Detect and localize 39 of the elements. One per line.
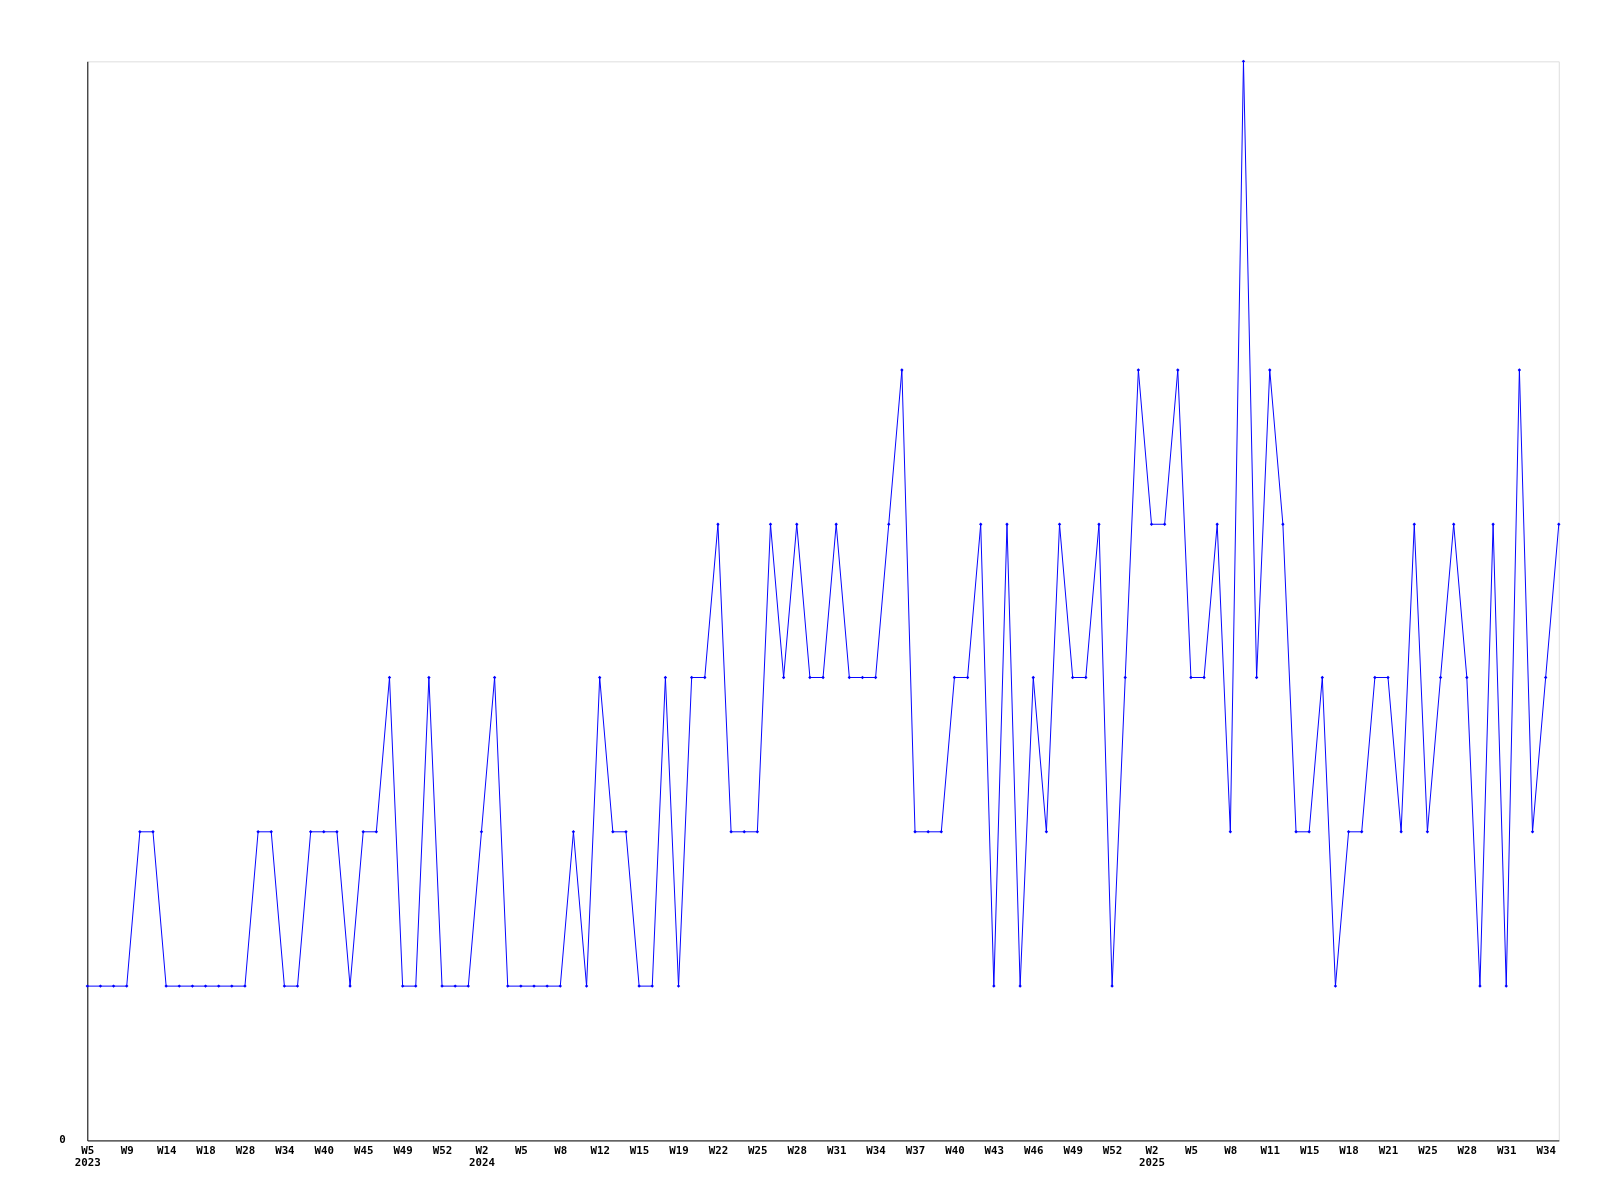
x-tick-label: W15 [1299, 1143, 1320, 1157]
x-tick-label: W34 [866, 1143, 886, 1157]
x-tick-label: W34 [275, 1143, 295, 1157]
x-tick-label: W8 [1224, 1143, 1238, 1157]
x-tick-label: W40 [945, 1143, 965, 1157]
x-tick-label: W21 [1378, 1143, 1399, 1157]
x-tick-label: W12 [590, 1143, 610, 1157]
x-tick-label: W40 [314, 1143, 335, 1157]
x-tick-label: W22 [708, 1143, 729, 1157]
x-tick-label: W14 [156, 1143, 177, 1157]
x-tick-label: W52 [432, 1143, 453, 1157]
x-tick-label: W11 [1260, 1143, 1280, 1157]
x-tick-label: W45 [353, 1143, 374, 1157]
x-tick-label: W18 [196, 1143, 216, 1157]
x-tick-label: W28 [235, 1143, 256, 1157]
x-tick-label: W37 [905, 1143, 926, 1157]
x-tick-label: W28 [1457, 1143, 1478, 1157]
x-tick-label: W5 2023 [74, 1143, 101, 1170]
x-tick-label: W34 [1536, 1143, 1556, 1157]
x-tick-label: W31 [1496, 1143, 1517, 1157]
x-tick-label: W49 [1063, 1143, 1083, 1157]
x-tick-label: W49 [393, 1143, 413, 1157]
x-tick-label: W8 [554, 1143, 568, 1157]
x-tick-label: W25 [1418, 1143, 1438, 1157]
x-tick-label: W2 2025 [1139, 1143, 1165, 1170]
x-tick-label: W31 [826, 1143, 847, 1157]
x-tick-label: W18 [1339, 1143, 1359, 1157]
x-tick-label: W43 [984, 1143, 1005, 1157]
x-tick-label: W52 [1102, 1143, 1123, 1157]
x-tick-label: W15 [629, 1143, 650, 1157]
text: 0 [59, 1133, 66, 1147]
x-tick-label: W5 [1184, 1143, 1198, 1157]
x-tick-label: W9 [120, 1143, 134, 1157]
x-tick-label: W5 [514, 1143, 528, 1157]
x-tick-label: W2 2024 [468, 1143, 495, 1170]
x-tick-label: W25 [748, 1143, 768, 1157]
x-tick-label: W46 [1024, 1143, 1044, 1157]
x-tick-label: W28 [787, 1143, 808, 1157]
x-tick-label: W19 [669, 1143, 689, 1157]
